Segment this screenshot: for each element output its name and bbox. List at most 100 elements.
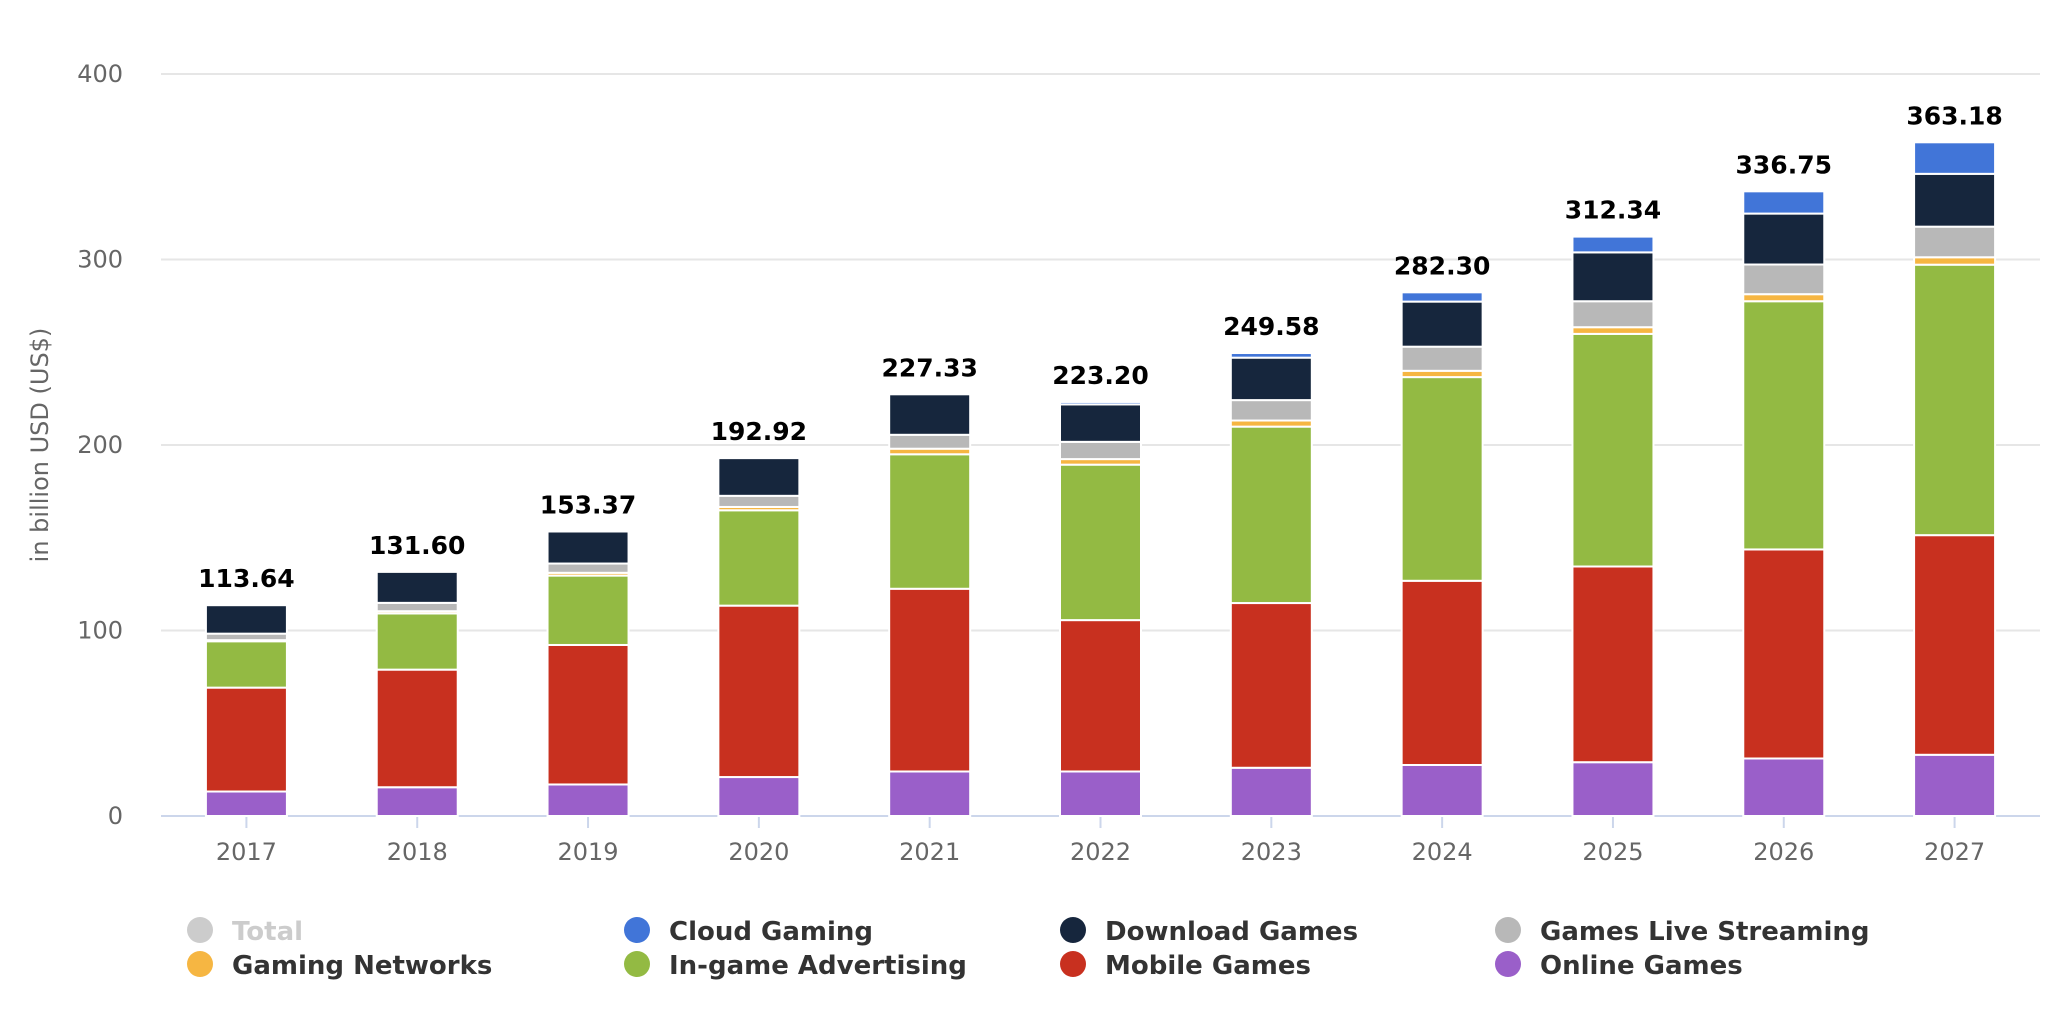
legend-label: Cloud Gaming [669, 917, 873, 947]
bar-segment-online-games[interactable] [1913, 753, 1997, 817]
bar-segment-download-games[interactable] [1742, 212, 1826, 266]
legend-label: Gaming Networks [232, 951, 492, 981]
legend-item-in-game-advertising[interactable]: In-game Advertising [624, 951, 967, 981]
legend-item-cloud-gaming[interactable]: Cloud Gaming [624, 917, 873, 947]
bar-segment-download-games[interactable] [1400, 300, 1484, 348]
bar-segment-online-games[interactable] [888, 770, 972, 817]
legend-item-gaming-networks[interactable]: Gaming Networks [187, 951, 492, 981]
bar-segment-in-game-advertising[interactable] [888, 453, 972, 590]
bar-segment-online-games[interactable] [1571, 761, 1655, 818]
y-tick-label: 100 [77, 617, 123, 645]
legend-marker-icon [624, 951, 650, 977]
legend-item-mobile-games[interactable]: Mobile Games [1060, 951, 1311, 981]
bar-segment-in-game-advertising[interactable] [1742, 300, 1826, 551]
bar-segment-in-game-advertising[interactable] [546, 574, 630, 646]
bar-segment-games-live-streaming[interactable] [1400, 345, 1484, 372]
bar-segment-in-game-advertising[interactable] [1571, 332, 1655, 568]
bar-segment-online-games[interactable] [1400, 763, 1484, 817]
bar-segment-cloud-gaming[interactable] [1400, 291, 1484, 303]
bar-segment-download-games[interactable] [375, 570, 459, 604]
bar-segment-mobile-games[interactable] [204, 686, 288, 793]
bar-segment-download-games[interactable] [1229, 356, 1313, 402]
bar-segment-in-game-advertising[interactable] [1229, 425, 1313, 605]
bar-segment-games-live-streaming[interactable] [1059, 440, 1142, 461]
bar-segment-download-games[interactable] [717, 457, 801, 497]
total-data-label: 282.30 [1394, 251, 1490, 280]
x-tick-label: 2022 [1070, 838, 1131, 866]
bar-segment-mobile-games[interactable] [717, 604, 801, 779]
bar-segment-in-game-advertising[interactable] [1400, 376, 1484, 582]
bar-segment-games-live-streaming[interactable] [1913, 225, 1997, 259]
bar-segment-mobile-games[interactable] [375, 668, 459, 789]
bar-segment-mobile-games[interactable] [1229, 602, 1313, 769]
bar-segment-games-live-streaming[interactable] [888, 433, 972, 450]
total-data-label: 192.92 [711, 417, 807, 446]
bar-segment-mobile-games[interactable] [888, 587, 972, 773]
bar-segment-mobile-games[interactable] [1571, 565, 1655, 764]
legend-item-total[interactable]: Total [187, 917, 303, 947]
bar-segment-games-live-streaming[interactable] [546, 562, 630, 574]
legend-marker-icon [1060, 917, 1086, 943]
bar-segment-online-games[interactable] [375, 786, 459, 817]
legend-marker-icon [187, 951, 213, 977]
y-tick-label: 0 [108, 802, 123, 830]
bar-segment-in-game-advertising[interactable] [204, 640, 288, 689]
legend-item-games-live-streaming[interactable]: Games Live Streaming [1495, 917, 1870, 947]
bar-segment-in-game-advertising[interactable] [1913, 263, 1997, 537]
legend-label: Total [232, 917, 303, 947]
bar-segment-download-games[interactable] [888, 393, 972, 436]
bar-segment-online-games[interactable] [1059, 770, 1142, 817]
legend-label: Mobile Games [1105, 951, 1311, 981]
x-tick-label: 2017 [216, 838, 277, 866]
bar-segment-download-games[interactable] [204, 604, 288, 635]
total-data-label: 153.37 [540, 490, 636, 519]
bar-segment-cloud-gaming[interactable] [1742, 190, 1826, 215]
bar-segment-games-live-streaming[interactable] [717, 494, 801, 508]
legend-marker-icon [1495, 917, 1521, 943]
x-tick-label: 2025 [1582, 838, 1643, 866]
bar-segment-games-live-streaming[interactable] [1571, 300, 1655, 329]
total-data-label: 336.75 [1736, 150, 1832, 179]
bar-segment-online-games[interactable] [1742, 757, 1826, 817]
bar-segment-download-games[interactable] [1913, 172, 1997, 228]
bar-segment-cloud-gaming[interactable] [1229, 352, 1313, 359]
bar-segment-games-live-streaming[interactable] [1229, 399, 1313, 422]
bar-segment-online-games[interactable] [546, 783, 630, 818]
bar-segment-games-live-streaming[interactable] [1742, 263, 1826, 296]
legend-marker-icon [1060, 951, 1086, 977]
bar-segment-cloud-gaming[interactable] [1059, 400, 1142, 406]
total-data-label: 113.64 [198, 564, 294, 593]
bar-segment-gaming-networks[interactable] [1742, 293, 1826, 303]
bar-segment-download-games[interactable] [1571, 251, 1655, 303]
bar-segment-in-game-advertising[interactable] [1059, 463, 1142, 622]
legend-label: In-game Advertising [669, 951, 967, 981]
x-tick-label: 2027 [1924, 838, 1985, 866]
x-tick-label: 2026 [1753, 838, 1814, 866]
legend-item-online-games[interactable]: Online Games [1495, 951, 1743, 981]
bar-segment-online-games[interactable] [204, 790, 288, 817]
bar-segment-mobile-games[interactable] [546, 643, 630, 786]
bar-segment-mobile-games[interactable] [1400, 579, 1484, 766]
y-axis-label: in billion USD (US$) [26, 328, 54, 563]
bar-segment-gaming-networks[interactable] [1571, 326, 1655, 335]
bar-segment-mobile-games[interactable] [1742, 548, 1826, 760]
bar-segment-cloud-gaming[interactable] [1913, 141, 1997, 175]
bar-segment-mobile-games[interactable] [1059, 619, 1142, 773]
bar-segment-online-games[interactable] [717, 776, 801, 817]
legend-item-download-games[interactable]: Download Games [1060, 917, 1358, 947]
x-tick-label: 2021 [899, 838, 960, 866]
bar-segment-mobile-games[interactable] [1913, 534, 1997, 756]
legend-label: Download Games [1105, 917, 1358, 947]
legend-marker-icon [187, 917, 213, 943]
bar-segment-download-games[interactable] [1059, 403, 1142, 443]
legend-label: Online Games [1540, 951, 1743, 981]
bar-segment-gaming-networks[interactable] [1913, 256, 1997, 266]
bar-segment-games-live-streaming[interactable] [375, 601, 459, 613]
bar-segment-download-games[interactable] [546, 530, 630, 565]
total-data-label: 363.18 [1906, 101, 2002, 130]
bar-segment-online-games[interactable] [1229, 766, 1313, 818]
bar-segment-in-game-advertising[interactable] [375, 612, 459, 671]
bar-segment-cloud-gaming[interactable] [1571, 235, 1655, 254]
bar-segment-in-game-advertising[interactable] [717, 509, 801, 607]
x-tick-label: 2024 [1412, 838, 1473, 866]
